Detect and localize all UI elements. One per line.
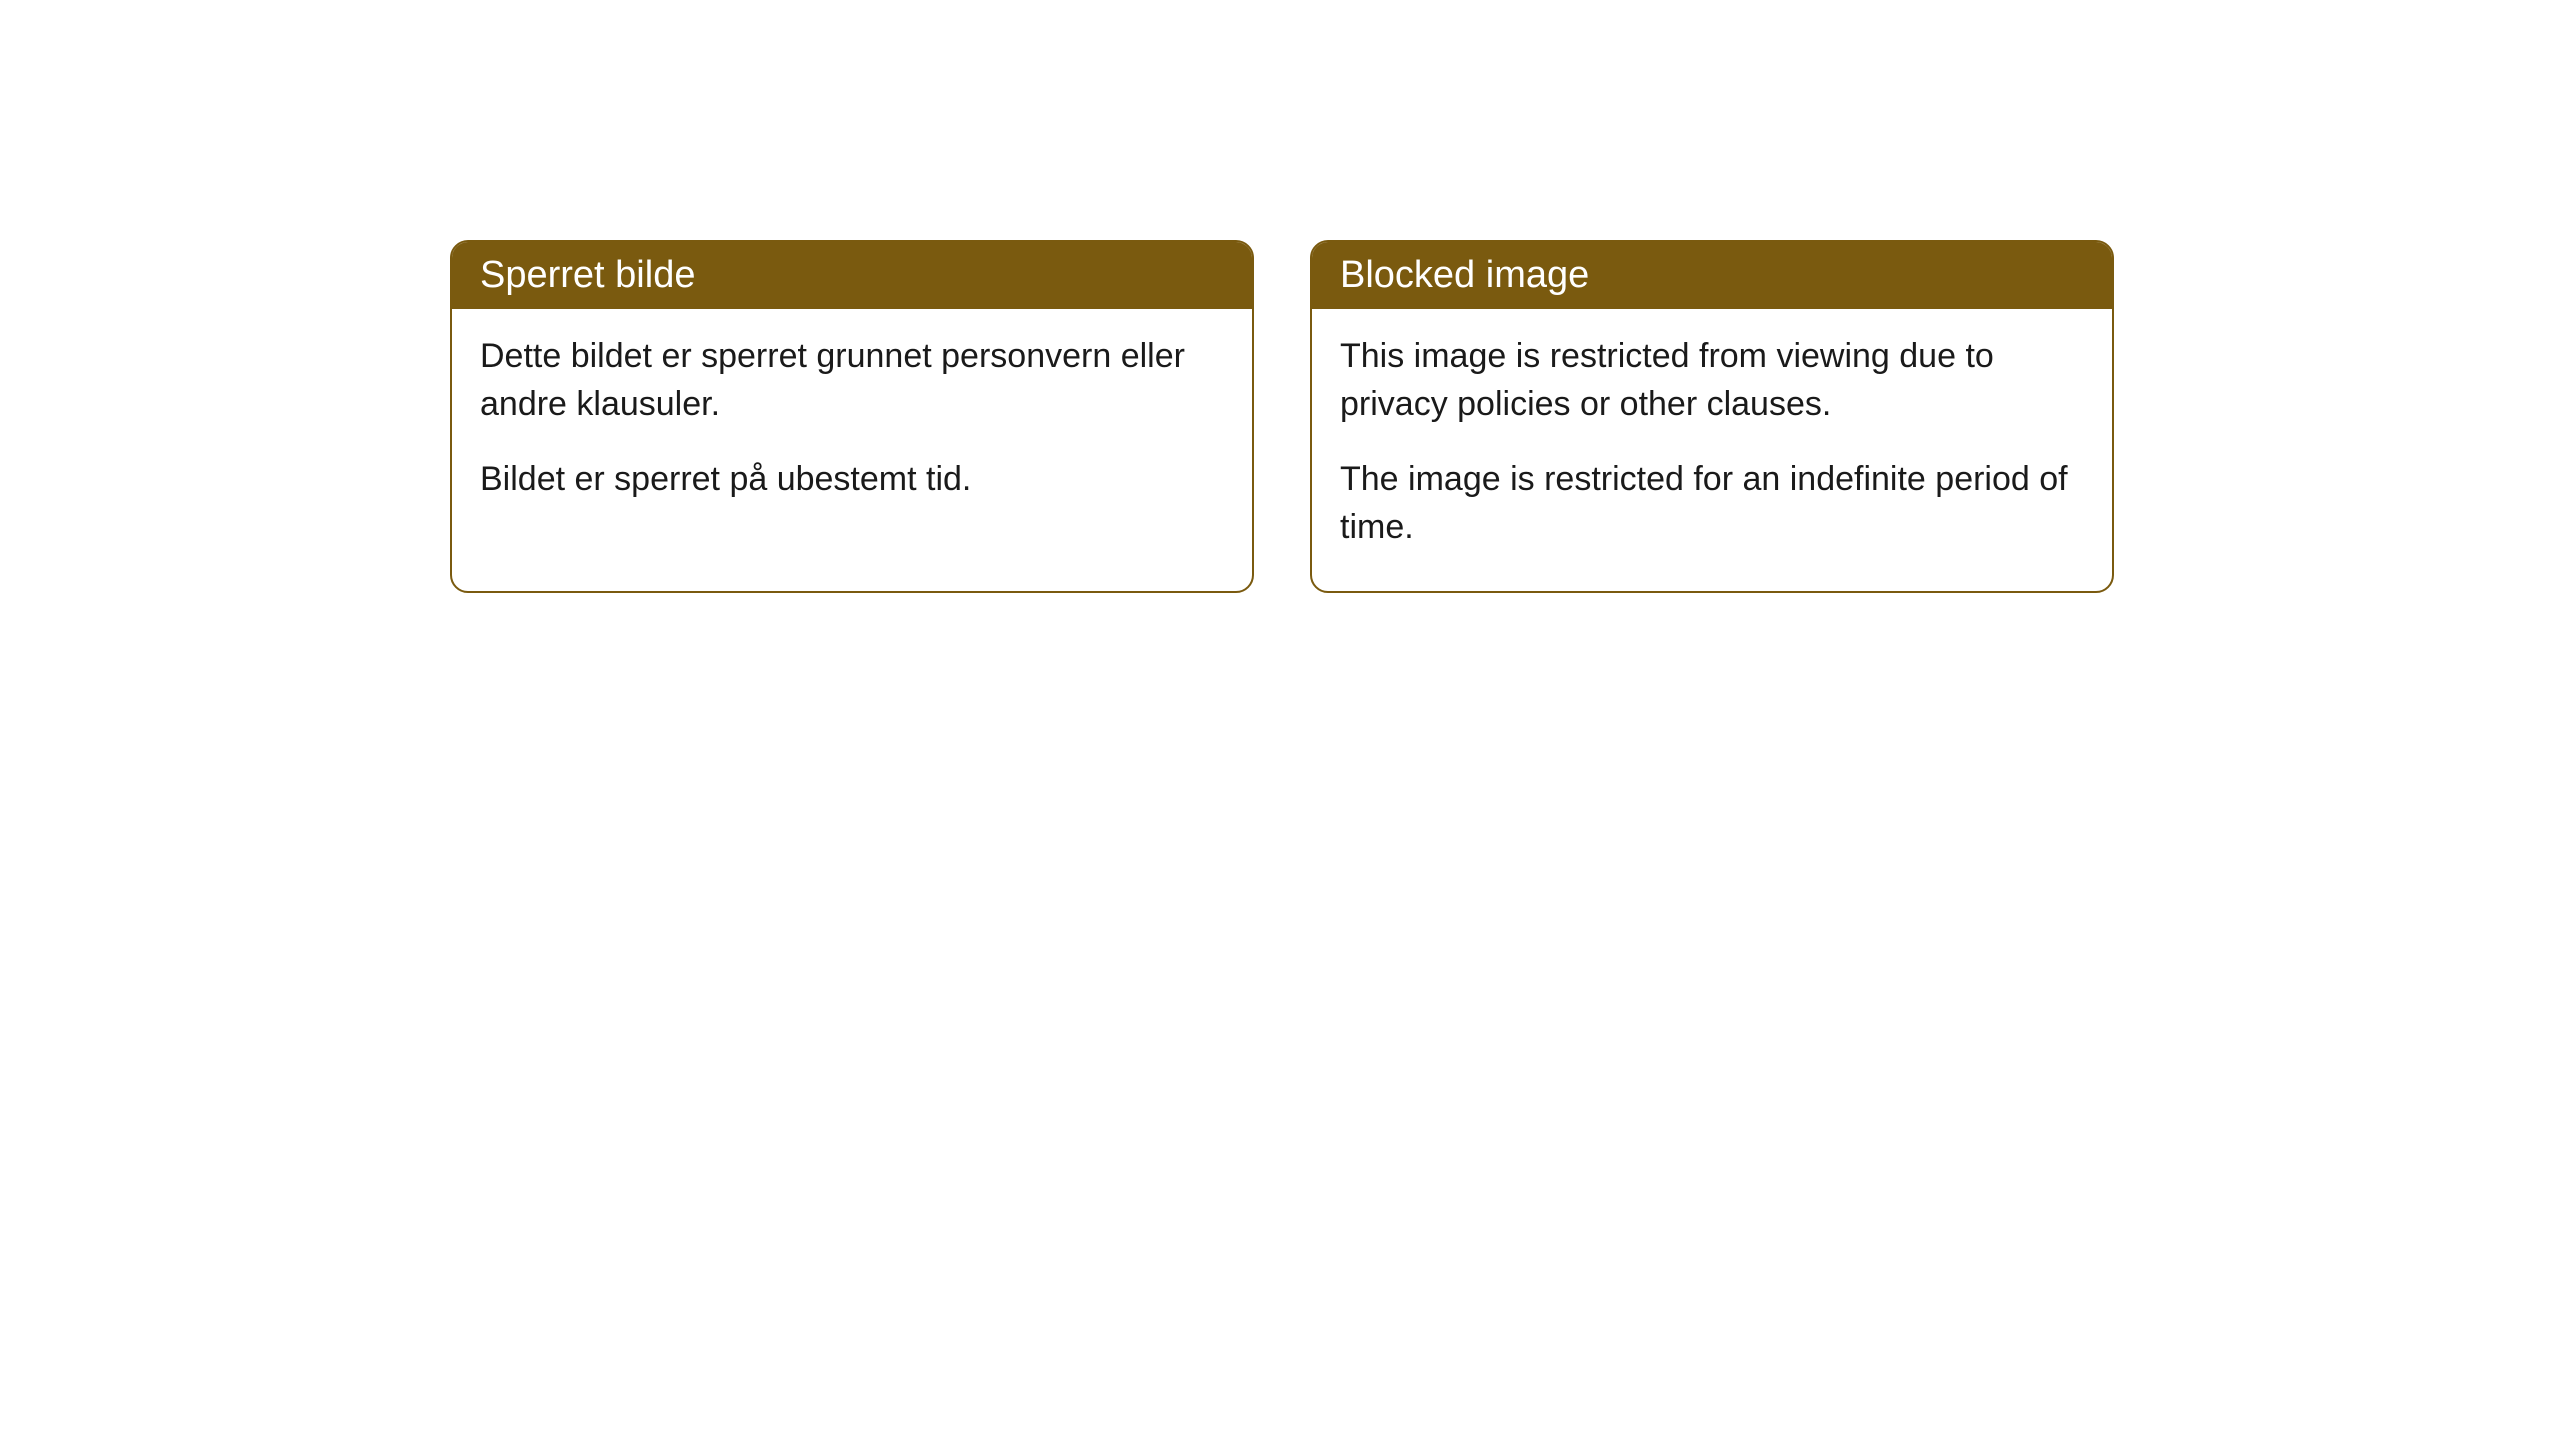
card-header: Sperret bilde [452, 242, 1252, 309]
card-title: Sperret bilde [480, 254, 695, 296]
card-body: This image is restricted from viewing du… [1312, 309, 2112, 591]
card-paragraph: This image is restricted from viewing du… [1340, 333, 2084, 428]
blocked-image-card-no: Sperret bilde Dette bildet er sperret gr… [450, 240, 1254, 593]
card-paragraph: Bildet er sperret på ubestemt tid. [480, 456, 1224, 504]
card-title: Blocked image [1340, 254, 1589, 296]
card-body: Dette bildet er sperret grunnet personve… [452, 309, 1252, 544]
card-paragraph: The image is restricted for an indefinit… [1340, 456, 2084, 551]
card-header: Blocked image [1312, 242, 2112, 309]
notice-cards-container: Sperret bilde Dette bildet er sperret gr… [450, 240, 2114, 593]
card-paragraph: Dette bildet er sperret grunnet personve… [480, 333, 1224, 428]
blocked-image-card-en: Blocked image This image is restricted f… [1310, 240, 2114, 593]
